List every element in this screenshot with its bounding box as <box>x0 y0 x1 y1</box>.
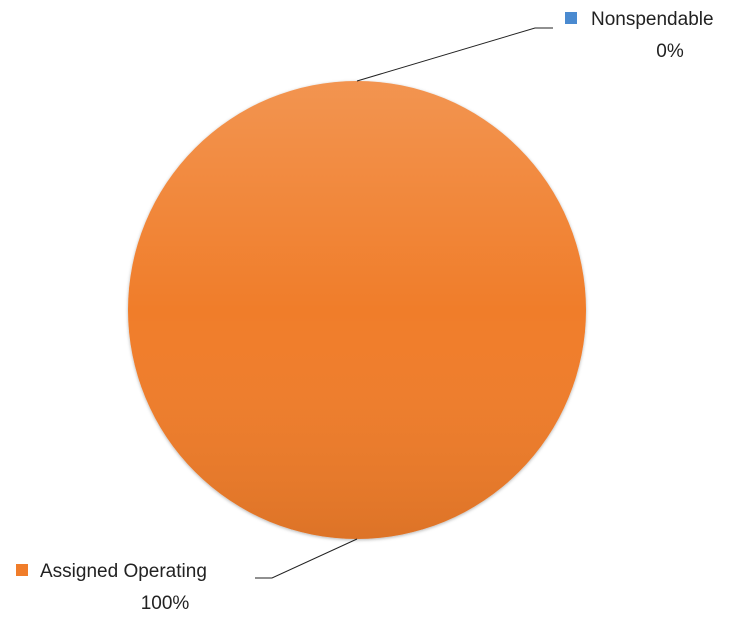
legend-marker <box>565 12 577 24</box>
data-label-value: 100% <box>141 593 190 614</box>
data-label-value: 0% <box>656 41 684 62</box>
data-label-name: Assigned Operating <box>40 561 207 582</box>
leader-line <box>356 27 553 82</box>
pie-slice <box>128 81 586 539</box>
legend-marker <box>16 564 28 576</box>
data-label-name: Nonspendable <box>591 9 714 30</box>
leader-line <box>255 538 358 579</box>
